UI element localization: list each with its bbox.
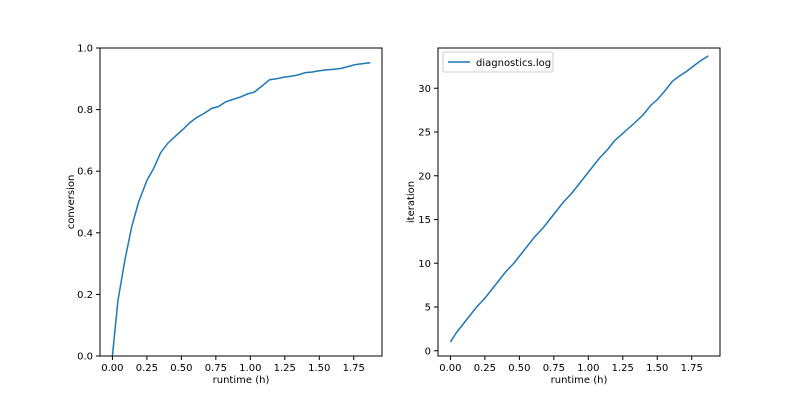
x-tick-label: 0.25 bbox=[474, 363, 496, 374]
x-tick-label: 1.00 bbox=[577, 363, 599, 374]
y-tick-label: 1.0 bbox=[77, 44, 93, 55]
x-axis-label: runtime (h) bbox=[213, 375, 270, 386]
x-tick-label: 1.50 bbox=[646, 363, 668, 374]
x-tick-label: 1.25 bbox=[274, 363, 296, 374]
x-tick-label: 1.75 bbox=[343, 363, 365, 374]
y-tick-label: 0.0 bbox=[77, 352, 93, 363]
y-tick-label: 0.8 bbox=[77, 105, 93, 116]
x-tick-label: 0.75 bbox=[205, 363, 227, 374]
y-tick-label: 30 bbox=[418, 84, 431, 95]
y-tick-label: 0 bbox=[425, 346, 431, 357]
series-line bbox=[111, 62, 371, 357]
x-tick-label: 0.00 bbox=[101, 363, 123, 374]
y-axis-label: iteration bbox=[406, 181, 417, 223]
y-tick-label: 25 bbox=[418, 128, 431, 139]
x-tick-label: 1.75 bbox=[681, 363, 703, 374]
series-line bbox=[449, 55, 709, 343]
y-tick-label: 0.2 bbox=[77, 290, 93, 301]
conversion-chart: 0.00 0.25 0.50 0.75 1.00 1.25 1.50 1.75 0.0 0.2 0.… bbox=[66, 44, 383, 386]
y-tick-label: 0.4 bbox=[77, 228, 93, 239]
x-tick-label: 0.25 bbox=[136, 363, 158, 374]
plot-frame bbox=[437, 47, 721, 357]
x-tick-label: 0.00 bbox=[439, 363, 461, 374]
plot-frame bbox=[99, 47, 383, 357]
x-tick-label: 1.25 bbox=[612, 363, 634, 374]
x-tick-label: 1.50 bbox=[308, 363, 330, 374]
y-tick-label: 20 bbox=[418, 171, 431, 182]
y-tick-label: 5 bbox=[425, 303, 431, 314]
iteration-chart: 0.00 0.25 0.50 0.75 1.00 1.25 1.50 1.75 0 5 10 15 20… bbox=[406, 47, 721, 386]
x-tick-label: 0.50 bbox=[508, 363, 530, 374]
y-tick-label: 0.6 bbox=[77, 167, 93, 178]
x-axis-label: runtime (h) bbox=[551, 375, 608, 386]
x-tick-label: 0.75 bbox=[543, 363, 565, 374]
y-tick-label: 15 bbox=[418, 215, 431, 226]
y-axis-label: conversion bbox=[66, 175, 77, 230]
legend-box bbox=[442, 51, 554, 73]
x-tick-label: 0.50 bbox=[170, 363, 192, 374]
y-tick-label: 10 bbox=[418, 259, 431, 270]
legend-label: diagnostics.log bbox=[476, 58, 551, 69]
x-tick-label: 1.00 bbox=[239, 363, 261, 374]
